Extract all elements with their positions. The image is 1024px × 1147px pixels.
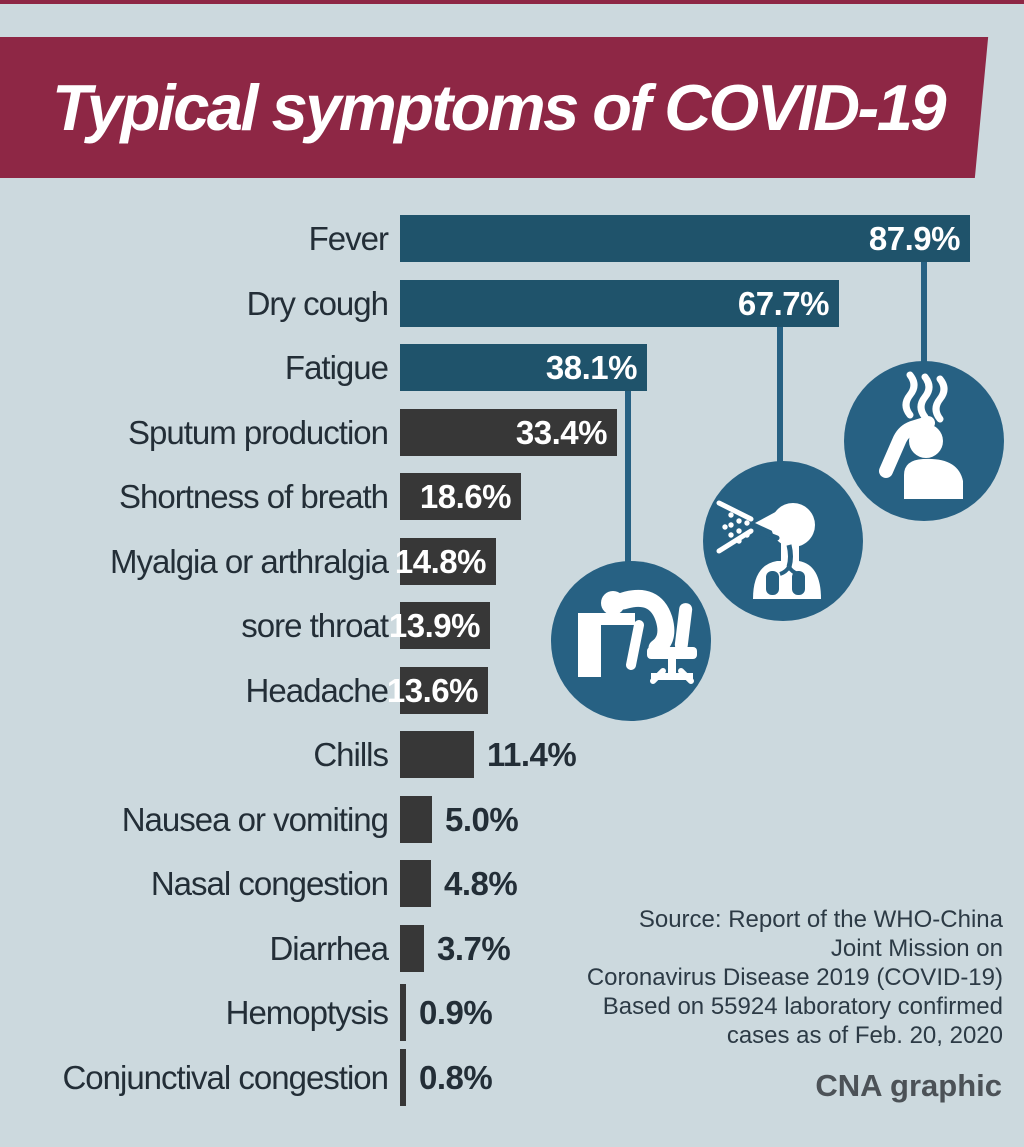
connector-line-fever (921, 262, 927, 362)
value-label: 38.1% (545, 349, 638, 386)
source-note: Source: Report of the WHO-China Joint Mi… (523, 905, 1003, 1050)
value-label: 0.9% (419, 994, 493, 1031)
value-bar (400, 666, 488, 714)
value-label: 0.8% (419, 1058, 493, 1096)
value-bar (400, 537, 496, 585)
chart-row: Sputum production 33.4% (0, 408, 1024, 456)
desk (578, 613, 635, 677)
category-label: Hemoptysis (225, 994, 389, 1031)
category-label: Shortness of breath (118, 478, 389, 515)
chart-row: Diarrhea 3.7% (0, 924, 1024, 972)
chart-row: Shortness of breath 18.6% (0, 473, 1024, 520)
value-label: 11.4% (487, 736, 577, 773)
connector-line-cough (777, 327, 783, 462)
heat-waves (902, 371, 948, 423)
chart-row: Headache 13.6% (0, 666, 1024, 714)
category-label: sore throat (241, 607, 389, 644)
category-label: Sputum production (127, 413, 389, 451)
connector-line-fatigue (625, 391, 631, 562)
value-bar (400, 860, 431, 907)
cough-icon (703, 461, 863, 621)
value-label: 4.8% (444, 865, 518, 902)
category-label: Dry cough (246, 284, 389, 322)
chart-row: Nasal congestion 4.8% (0, 860, 1024, 907)
chart-row: Conjunctival congestion 0.8% (0, 1048, 1024, 1106)
office-chair (647, 603, 697, 684)
value-bar (400, 344, 647, 391)
value-label: 13.9% (388, 607, 481, 644)
source-line: Joint Mission on (830, 935, 1003, 962)
source-line: Source: Report of the WHO-China (638, 906, 1003, 933)
value-bar (400, 984, 406, 1041)
value-bar (400, 602, 490, 649)
chart-row: Hemoptysis 0.9% (0, 984, 1024, 1041)
source-line: Coronavirus Disease 2019 (COVID-19) (586, 964, 1003, 991)
category-label: Headache (245, 671, 389, 709)
cough-spray (716, 500, 754, 554)
category-label: Diarrhea (269, 929, 389, 967)
value-label: 14.8% (394, 542, 487, 580)
chart-row: Fever 87.9% (0, 215, 1024, 262)
fatigue-icon (551, 561, 711, 721)
page-title: Typical symptoms of COVID-19 (52, 71, 947, 144)
value-bar (400, 408, 617, 456)
value-label: 13.6% (386, 671, 479, 709)
category-label: Nasal congestion (150, 865, 389, 902)
lungs (766, 544, 805, 595)
value-label: 5.0% (445, 800, 519, 838)
category-label: Fever (308, 220, 389, 257)
value-bar (400, 215, 970, 262)
symptoms-chart: Fever 87.9% Dry cough 67.7% Fatigue 38.1% Sput… (0, 215, 1024, 1127)
credit: CNA graphic (815, 1068, 1002, 1103)
value-bar (400, 924, 424, 972)
category-label: Myalgia or arthralgia (110, 542, 389, 580)
category-label: Conjunctival congestion (62, 1058, 389, 1096)
chart-row: Chills 11.4% (0, 731, 1024, 778)
value-label: 18.6% (419, 478, 512, 515)
value-bar (400, 731, 474, 778)
chart-row: Myalgia or arthralgia 14.8% (0, 537, 1024, 585)
value-label: 67.7% (737, 284, 830, 322)
value-label: 3.7% (437, 929, 511, 967)
title-banner: Typical symptoms of COVID-19 (0, 37, 989, 178)
chart-row: Fatigue 38.1% (0, 344, 1024, 391)
category-label: Fatigue (284, 349, 389, 386)
category-label: Chills (313, 736, 389, 773)
category-label: Nausea or vomiting (121, 800, 389, 838)
value-label: 87.9% (868, 220, 961, 257)
value-label: 33.4% (515, 413, 608, 451)
source-line: Based on 55924 laboratory confirmed (602, 993, 1003, 1020)
top-accent-strip (0, 0, 1024, 4)
value-bar (400, 473, 521, 520)
source-line: cases as of Feb. 20, 2020 (726, 1022, 1003, 1049)
value-bar (400, 279, 839, 327)
value-bar (400, 795, 432, 843)
chart-row: Nausea or vomiting 5.0% (0, 795, 1024, 843)
chart-row: Dry cough 67.7% (0, 279, 1024, 327)
chart-row: sore throat 13.9% (0, 602, 1024, 649)
fever-icon (844, 361, 1004, 521)
value-bar (400, 1048, 406, 1106)
